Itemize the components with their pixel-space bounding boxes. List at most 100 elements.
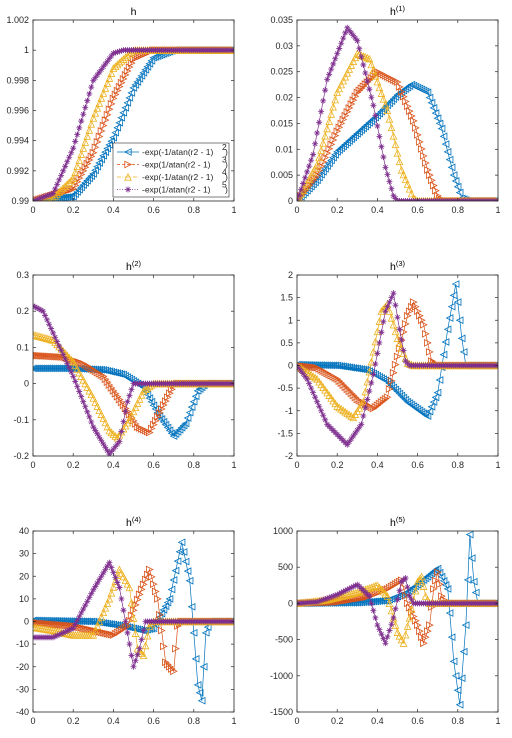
series-4-point bbox=[386, 178, 393, 185]
series-2-point bbox=[353, 594, 362, 603]
series-3-point bbox=[321, 131, 329, 140]
series-2-point bbox=[401, 591, 410, 600]
series-4-point bbox=[346, 585, 353, 592]
series-2-point bbox=[75, 174, 84, 182]
series-1-point bbox=[117, 370, 126, 378]
series-3-point bbox=[65, 630, 74, 638]
series-4-point bbox=[320, 97, 327, 104]
series-1-point bbox=[437, 124, 446, 133]
series-1-point bbox=[125, 93, 134, 102]
series-1-point bbox=[437, 572, 446, 581]
y-tick-label: -0.2 bbox=[13, 451, 29, 461]
series-2-point bbox=[307, 363, 316, 371]
series-3-point bbox=[99, 414, 108, 423]
series-4-point bbox=[384, 303, 391, 310]
series-3-point bbox=[395, 631, 404, 640]
series-1-point bbox=[101, 619, 109, 628]
legend-marker bbox=[125, 186, 131, 193]
series-4-point bbox=[380, 318, 387, 325]
x-tick-label: 0.4 bbox=[371, 205, 384, 215]
series-4-point bbox=[318, 597, 325, 604]
series-3-point bbox=[103, 599, 112, 607]
series-4-point bbox=[396, 587, 403, 594]
series-3-point bbox=[131, 629, 140, 637]
series-4-point bbox=[402, 575, 409, 582]
series-2-point bbox=[343, 385, 352, 394]
series-4-point bbox=[374, 123, 381, 130]
series-4-point bbox=[112, 49, 119, 56]
series-4-point bbox=[122, 618, 129, 625]
series-2-point bbox=[47, 620, 56, 629]
y-tick-label: 0.005 bbox=[270, 170, 293, 180]
y-tick-label: 0 bbox=[288, 361, 293, 371]
x-tick-label: 0 bbox=[294, 205, 299, 215]
series-1-point bbox=[471, 588, 480, 597]
series-3-point bbox=[123, 51, 132, 60]
series-1-point bbox=[461, 621, 470, 629]
plot-area bbox=[33, 302, 234, 456]
series-2-point bbox=[373, 401, 382, 410]
series-2-point bbox=[49, 352, 58, 361]
chart-title: h(2) bbox=[126, 259, 142, 273]
series-3-point bbox=[45, 334, 53, 343]
series-1-point bbox=[427, 98, 436, 107]
series-1-point bbox=[103, 144, 111, 153]
series-3-point bbox=[103, 79, 112, 87]
series-2-point bbox=[158, 626, 166, 635]
series-1-point bbox=[131, 81, 140, 89]
series-4-point bbox=[76, 124, 83, 131]
series-3-point bbox=[363, 53, 372, 62]
series-1-point bbox=[121, 103, 130, 112]
series-4-point bbox=[116, 48, 123, 55]
x-tick-label: 0.6 bbox=[411, 460, 424, 470]
series-4-point bbox=[352, 430, 359, 437]
series-2-point bbox=[397, 87, 406, 96]
series-2-point bbox=[57, 353, 66, 361]
series-1-point bbox=[423, 88, 432, 97]
series-3-point bbox=[397, 635, 406, 644]
x-tick-label: 0.2 bbox=[67, 205, 80, 215]
series-3-point bbox=[127, 411, 136, 420]
series-3-point bbox=[411, 586, 420, 595]
series-1-point bbox=[195, 688, 204, 697]
series-4-point bbox=[102, 444, 109, 451]
series-1-point bbox=[97, 365, 105, 374]
series-3-point bbox=[415, 575, 424, 583]
series-1-point bbox=[159, 606, 168, 614]
series-4-point bbox=[50, 190, 57, 197]
series-2-point bbox=[420, 639, 428, 648]
series-3-point bbox=[87, 390, 96, 399]
series-1-point bbox=[327, 156, 335, 165]
series-2-point bbox=[141, 575, 150, 584]
series-4-point bbox=[360, 413, 367, 420]
series-3-point bbox=[391, 621, 400, 629]
series-1-point bbox=[439, 576, 448, 585]
series-4-point bbox=[50, 634, 57, 641]
legend-label-close: ) bbox=[225, 172, 228, 182]
series-2-point bbox=[45, 352, 54, 361]
series-4-point bbox=[312, 140, 319, 147]
series-1-point bbox=[451, 280, 460, 288]
series-4-point bbox=[332, 592, 339, 599]
series-3-point bbox=[307, 370, 315, 379]
series-4-point bbox=[304, 168, 311, 175]
series-3-point bbox=[63, 629, 72, 638]
series-3-point bbox=[311, 164, 319, 173]
series-1-point bbox=[99, 619, 107, 627]
series-3-point bbox=[81, 379, 90, 388]
series-2-point bbox=[93, 627, 102, 636]
series-4-point bbox=[394, 596, 401, 603]
series-3-point bbox=[93, 402, 102, 410]
series-3-point bbox=[35, 332, 43, 340]
series-3-point bbox=[101, 84, 110, 92]
series-3-point bbox=[401, 175, 410, 184]
series-2-point bbox=[95, 628, 104, 636]
series-1-point bbox=[109, 620, 117, 629]
series-2-point bbox=[87, 152, 96, 161]
series-1-point bbox=[449, 657, 458, 666]
series-1-point bbox=[55, 194, 63, 201]
series-4-point bbox=[328, 593, 335, 600]
series-2-point bbox=[105, 381, 114, 389]
series-1-point bbox=[451, 177, 460, 185]
series-1-point bbox=[147, 397, 156, 406]
